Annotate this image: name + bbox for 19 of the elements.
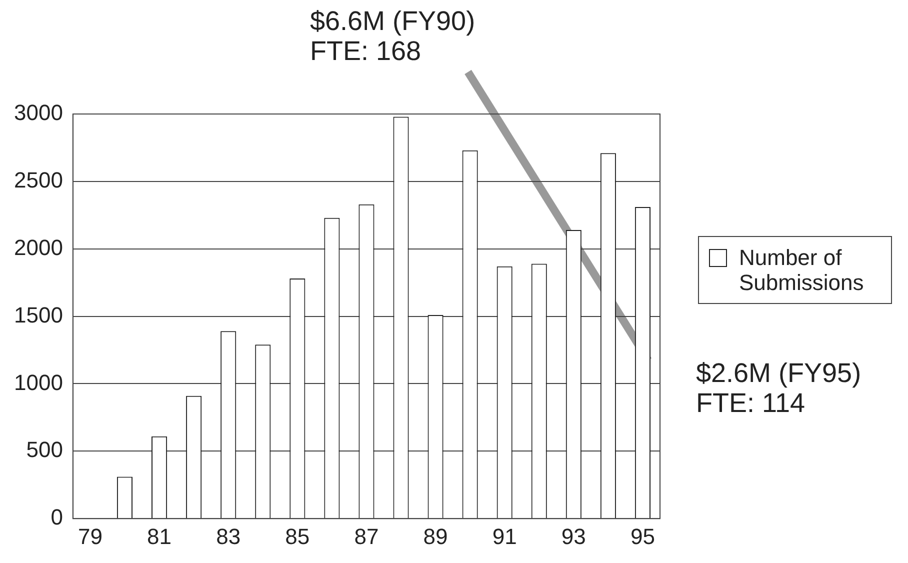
x-tick-label: 79 — [78, 524, 102, 549]
y-tick-label: 1000 — [14, 370, 63, 395]
y-tick-label: 0 — [50, 504, 63, 530]
text: $2.6M (FY95) FTE: 114 — [696, 358, 862, 418]
x-tick-label: 93 — [561, 524, 586, 549]
y-tick-label: 500 — [26, 437, 63, 462]
y-tick-label: 2500 — [14, 167, 63, 192]
x-tick-label: 91 — [492, 524, 517, 549]
x-tick-label: 87 — [354, 524, 379, 549]
y-tick-label: 3000 — [14, 100, 63, 126]
text: $6.6M (FY90) FTE: 168 — [310, 6, 476, 66]
x-tick-label: 85 — [285, 524, 310, 549]
x-tick-label: 83 — [216, 524, 241, 549]
text: Number of Submissions — [739, 245, 865, 295]
x-tick-label: 89 — [423, 524, 448, 549]
y-tick-label: 1500 — [14, 302, 63, 328]
x-tick-label: 95 — [630, 524, 655, 549]
y-tick-label: 2000 — [14, 234, 63, 260]
x-tick-label: 81 — [147, 524, 172, 549]
